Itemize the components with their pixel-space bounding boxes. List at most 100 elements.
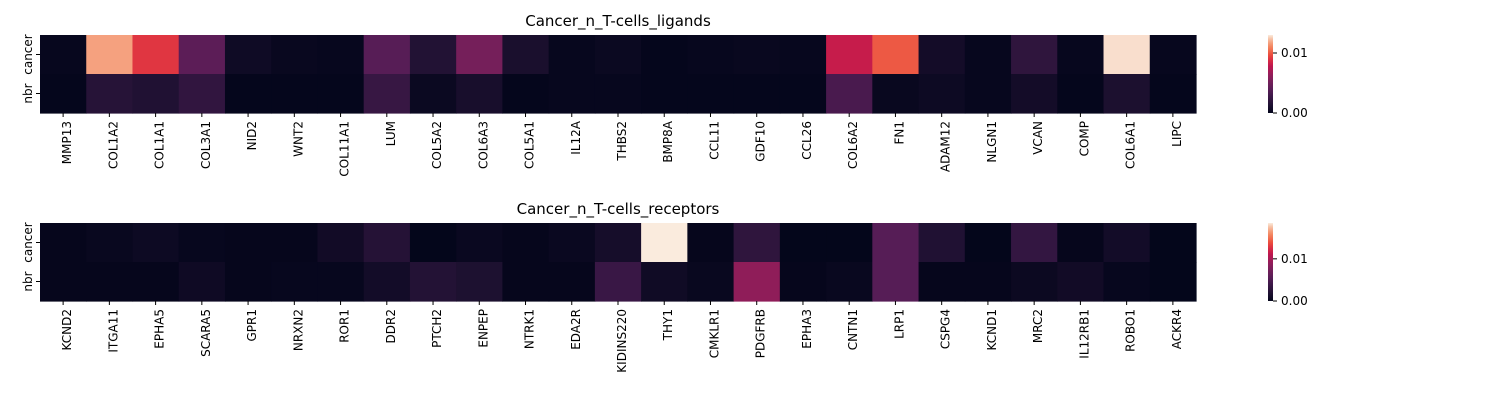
heatmap-cell [86,223,134,263]
heatmap-cell [86,74,134,114]
heatmap-cell [502,223,550,263]
heatmap-cell [502,74,550,114]
column-label: PDGFRB [754,309,768,358]
heatmap-cell [733,74,781,114]
column-label: MMP13 [60,121,74,164]
row-label: nbr [21,271,35,291]
heatmap-cell [918,223,966,263]
heatmap-cell [826,35,873,75]
heatmap-cell [40,35,87,75]
column-label: IL12A [569,120,583,154]
heatmap-cell [456,262,503,302]
column-label: NTRK1 [523,309,537,349]
heatmap-cell [826,74,873,114]
heatmap-cell [271,223,319,263]
column-label: EDA2R [569,309,583,350]
heatmap-cell [779,262,827,302]
heatmap-cell [918,262,966,302]
heatmap-cell [271,74,319,114]
row-label: cancer [21,222,35,263]
column-label: CCL26 [800,121,814,160]
heatmap-cell [1057,35,1105,75]
column-label: COL3A1 [199,121,213,169]
column-label: ADAM12 [939,121,953,172]
column-label: DDR2 [384,309,398,343]
column-label: COL6A2 [846,121,860,169]
heatmap-cell [317,74,365,114]
column-label: COL11A1 [338,121,352,177]
heatmap-cell [641,74,688,114]
column-label: PTCH2 [430,309,444,348]
heatmap-cell [1103,262,1151,302]
heatmap-cell [1103,35,1151,75]
heatmap-cell [826,223,873,263]
heatmap-cell [964,223,1012,263]
heatmap-cell [872,74,920,114]
heatmap-cell [40,74,87,114]
heatmap-cell [548,74,596,114]
row-label: cancer [21,34,35,75]
column-label: KCND2 [60,309,74,350]
colorbar-tick-label: 0.00 [1281,106,1308,120]
heatmap-cell [1057,74,1105,114]
column-label: BMP8A [661,120,675,162]
heatmap-cell [178,74,226,114]
column-label: GDF10 [754,121,768,162]
heatmap-cell [224,74,272,114]
heatmap-cell [687,223,735,263]
heatmap-cell [687,262,735,302]
column-label: THY1 [661,309,675,341]
column-label: FN1 [892,121,906,145]
heatmap-cell [224,262,272,302]
heatmap-cell [224,35,272,75]
heatmap-cell [872,262,920,302]
column-label: LUM [384,121,398,146]
column-label: THBS2 [615,121,629,162]
heatmap-title: Cancer_n_T-cells_receptors [517,200,720,219]
heatmap-cell [826,262,873,302]
heatmap-cell [363,262,411,302]
colorbar-tick-label: 0.01 [1281,46,1308,60]
heatmap-cell [502,35,550,75]
heatmap-cell [1149,35,1197,75]
heatmap-cell [641,262,688,302]
heatmap-cell [271,35,319,75]
column-label: COL6A3 [476,121,490,169]
heatmap-cell [363,223,411,263]
heatmap-cell [132,35,180,75]
heatmap-cell [409,262,457,302]
heatmap-cell [1011,262,1058,302]
column-label: GPR1 [245,309,259,342]
heatmap-cell [779,35,827,75]
heatmap-cell [779,74,827,114]
heatmap-cell [1011,74,1058,114]
heatmap-cell [40,223,87,263]
heatmap-cell [1103,74,1151,114]
heatmap-cell [733,223,781,263]
column-label: IL12RB1 [1077,309,1091,359]
column-label: COL5A2 [430,121,444,169]
column-label: COL1A2 [106,121,120,169]
heatmap-cell [964,262,1012,302]
heatmap-cell [363,74,411,114]
heatmap-cell [548,262,596,302]
heatmap-cell [502,262,550,302]
column-label: COL6A1 [1124,121,1138,169]
heatmap-cell [594,35,642,75]
heatmap-cell [918,74,966,114]
column-label: VCAN [1031,121,1045,155]
heatmap-cell [224,223,272,263]
heatmap-cell [733,35,781,75]
column-label: NLGN1 [985,121,999,163]
heatmap-cell [1149,74,1197,114]
heatmap-cell [178,223,226,263]
colorbar [1268,223,1273,301]
heatmap-cell [594,262,642,302]
heatmap-title: Cancer_n_T-cells_ligands [525,12,711,31]
heatmap-cell [641,35,688,75]
heatmap-cell [132,74,180,114]
heatmap-cell [872,223,920,263]
heatmap-cell [178,262,226,302]
colorbar [1268,35,1273,113]
